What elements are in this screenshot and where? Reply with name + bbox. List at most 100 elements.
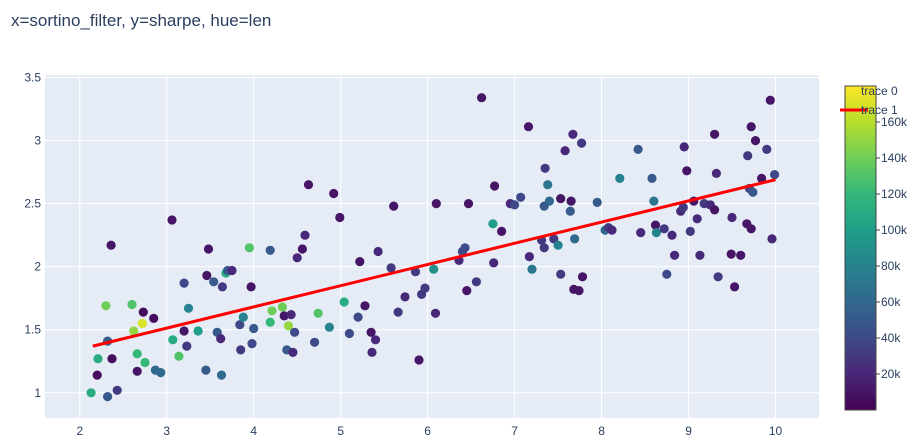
data-point [249,323,259,334]
data-point [463,199,474,209]
data-point [556,269,566,279]
data-point [246,282,256,292]
x-tick-label: 2 [76,424,83,438]
data-point [746,224,756,234]
data-point [267,306,277,316]
data-point [420,283,430,293]
x-axis-ticks: 2 3 4 5 6 7 8 9 10 [76,424,782,438]
colorbar-tick-label: 20k [881,367,901,381]
data-point [324,322,334,332]
data-point [746,122,756,132]
data-point [490,181,500,191]
y-tick-label: 2 [34,260,41,274]
x-tick-label: 8 [598,424,605,438]
data-point [182,341,192,351]
colorbar-tick-label: 60k [881,295,901,309]
data-point [757,173,767,183]
data-point [367,347,377,357]
data-point [373,246,383,257]
data-point [400,292,410,302]
data-point [132,349,142,359]
colorbar-ticks: 20k 40k 60k 80k 100k 120k 140k 160k [876,115,908,381]
data-point [149,313,159,323]
data-point [577,138,587,148]
data-point [750,136,761,146]
data-point [431,199,441,209]
data-point [329,188,339,199]
legend-label-trace-1: trace 1 [861,103,898,117]
data-point [659,224,669,234]
data-point [477,93,487,103]
scatter-points [86,93,780,402]
y-tick-label: 3 [34,134,41,148]
x-tick-label: 10 [769,424,783,438]
x-tick-label: 4 [250,424,257,438]
data-point [193,326,203,336]
data-point [292,253,302,263]
data-point [539,243,549,253]
y-axis-ticks: 1 1.5 2 2.5 3 3.5 [24,71,41,400]
data-point [678,202,688,212]
data-point [565,206,575,216]
data-point [217,282,227,292]
data-point [710,205,720,215]
colorbar-tick-label: 120k [881,187,908,201]
data-point [414,355,424,365]
data-point [286,310,296,320]
data-point [168,335,178,345]
x-tick-label: 3 [163,424,170,438]
data-point [127,299,137,310]
data-point [167,215,177,225]
data-point [615,173,625,183]
data-point [313,308,323,318]
data-point [238,312,248,322]
data-point [429,264,439,274]
data-point [497,226,507,236]
data-point [607,225,617,235]
data-point [568,129,578,139]
data-point [201,365,211,375]
data-point [288,347,298,357]
data-point [137,318,147,328]
x-tick-label: 9 [685,424,692,438]
colorbar-tick-label: 140k [881,151,908,165]
data-point [112,385,122,395]
data-point [247,339,257,349]
x-tick-label: 7 [511,424,518,438]
data-point [310,337,320,347]
data-point [227,265,237,276]
data-point [730,282,740,292]
data-point [524,252,535,262]
data-point [577,272,588,282]
data-point [430,308,441,318]
data-point [132,366,142,376]
data-point [236,345,246,355]
plot-area [45,75,819,418]
colorbar: 20k 40k 60k 80k 100k 120k 140k 160k [844,85,908,411]
data-point [303,180,314,190]
data-point [489,258,499,268]
colorbar-tick-label: 100k [881,223,908,237]
data-point [353,312,363,322]
data-point [86,388,96,398]
data-point [156,368,166,378]
y-tick-label: 1.5 [24,323,41,337]
data-point [283,321,294,331]
data-point [129,326,139,336]
data-point [366,327,376,337]
y-tick-label: 1 [34,386,41,400]
data-point [540,163,550,173]
data-point [682,166,692,176]
data-point [140,357,150,368]
data-point [183,303,194,313]
data-point [543,180,553,190]
data-point [509,200,520,210]
x-tick-label: 6 [424,424,431,438]
data-point [279,311,289,321]
data-point [203,244,214,254]
data-point [360,301,370,311]
data-point [767,234,777,244]
data-point [107,354,117,364]
data-point [300,230,310,240]
